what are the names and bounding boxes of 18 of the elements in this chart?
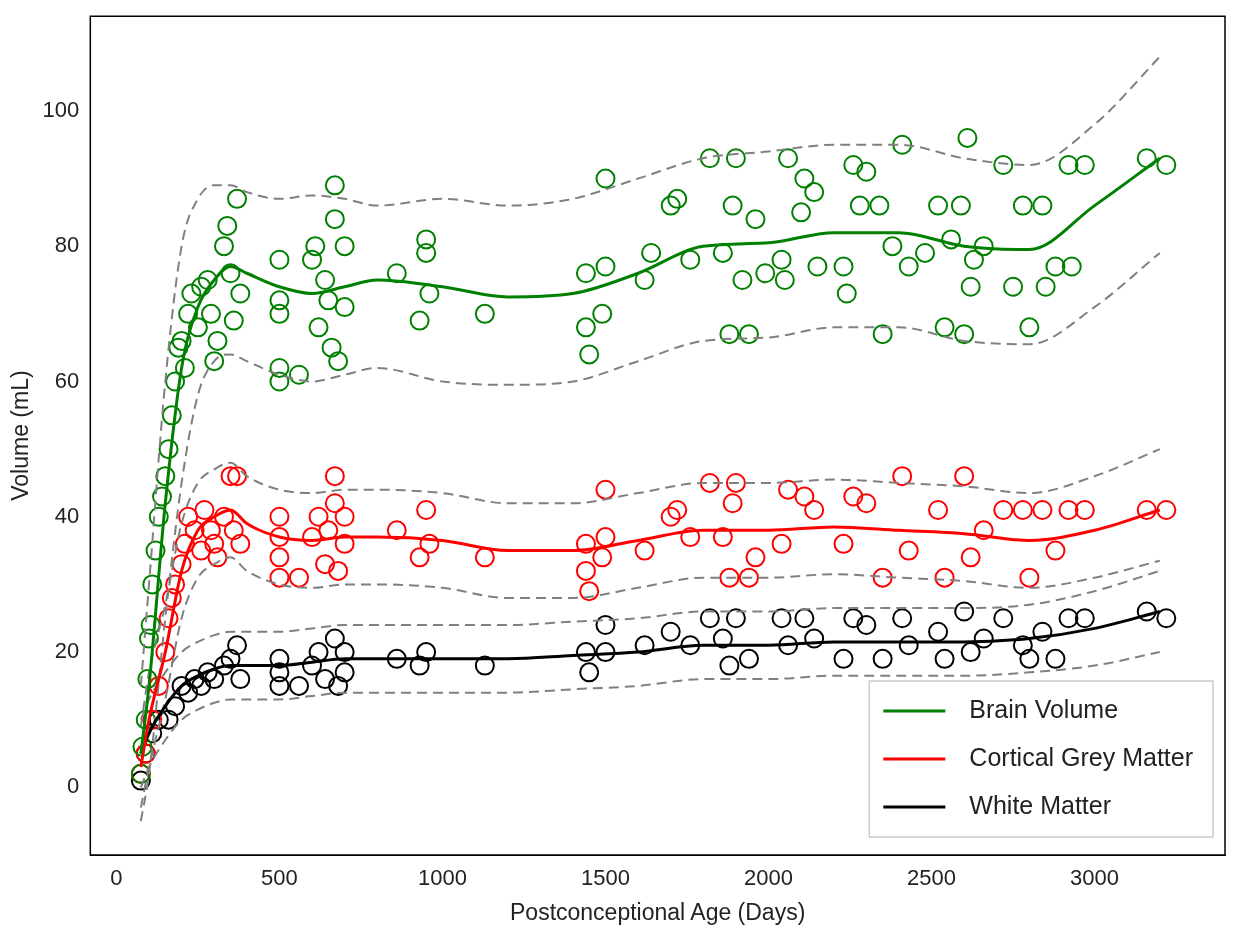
x-tick-label: 2500 (907, 865, 957, 891)
y-tick-label: 60 (54, 367, 80, 393)
x-tick-label: 3000 (1070, 865, 1120, 891)
legend-label: Cortical Grey Matter (969, 742, 1194, 771)
y-tick-label: 0 (67, 773, 80, 799)
y-tick-label: 40 (54, 502, 80, 528)
y-tick-label: 80 (54, 232, 80, 258)
x-axis-title: Postconceptional Age (Days) (509, 898, 806, 925)
y-tick-label: 20 (54, 638, 80, 664)
y-tick-label: 100 (42, 96, 80, 122)
y-axis-title: Volume (mL) (7, 370, 34, 501)
x-tick-label: 1000 (417, 865, 467, 891)
x-tick-label: 1500 (581, 865, 630, 891)
x-tick-label: 0 (110, 865, 123, 891)
legend-label: White Matter (969, 790, 1112, 819)
legend-label: Brain Volume (969, 694, 1119, 723)
x-tick-label: 500 (261, 865, 298, 891)
x-tick-label: 2000 (744, 865, 793, 891)
